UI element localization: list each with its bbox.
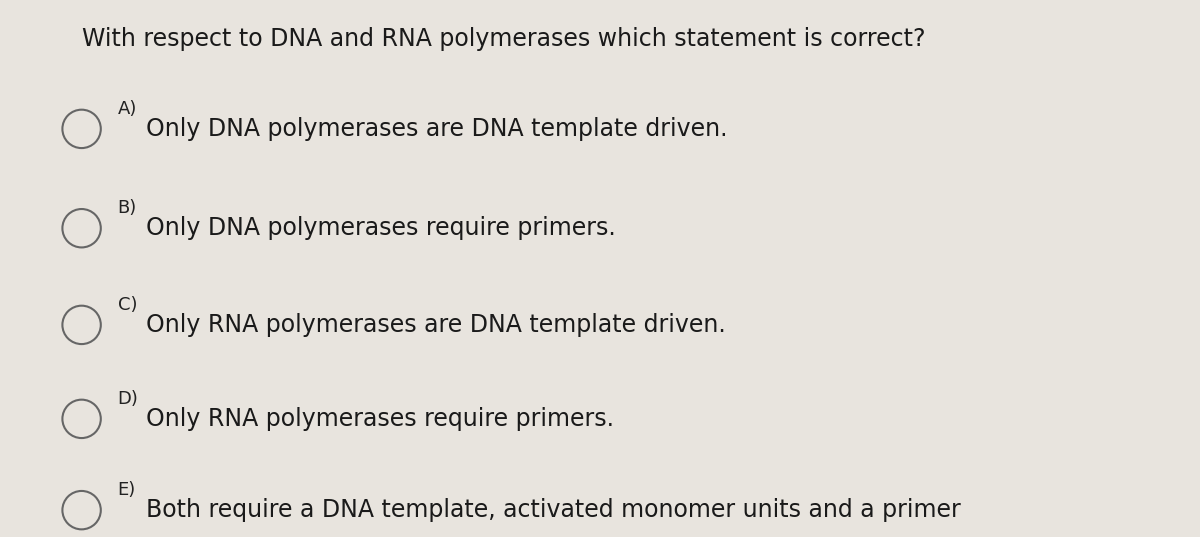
- Text: Both require a DNA template, activated monomer units and a primer: Both require a DNA template, activated m…: [146, 498, 961, 522]
- Text: With respect to DNA and RNA polymerases which statement is correct?: With respect to DNA and RNA polymerases …: [82, 27, 925, 51]
- Text: Only DNA polymerases are DNA template driven.: Only DNA polymerases are DNA template dr…: [146, 117, 728, 141]
- Text: B): B): [118, 199, 137, 217]
- Text: Only RNA polymerases are DNA template driven.: Only RNA polymerases are DNA template dr…: [146, 313, 726, 337]
- Text: Only DNA polymerases require primers.: Only DNA polymerases require primers.: [146, 216, 616, 240]
- Text: C): C): [118, 296, 137, 314]
- Text: E): E): [118, 481, 136, 499]
- Text: D): D): [118, 390, 138, 408]
- Text: Only RNA polymerases require primers.: Only RNA polymerases require primers.: [146, 407, 614, 431]
- Text: A): A): [118, 100, 137, 118]
